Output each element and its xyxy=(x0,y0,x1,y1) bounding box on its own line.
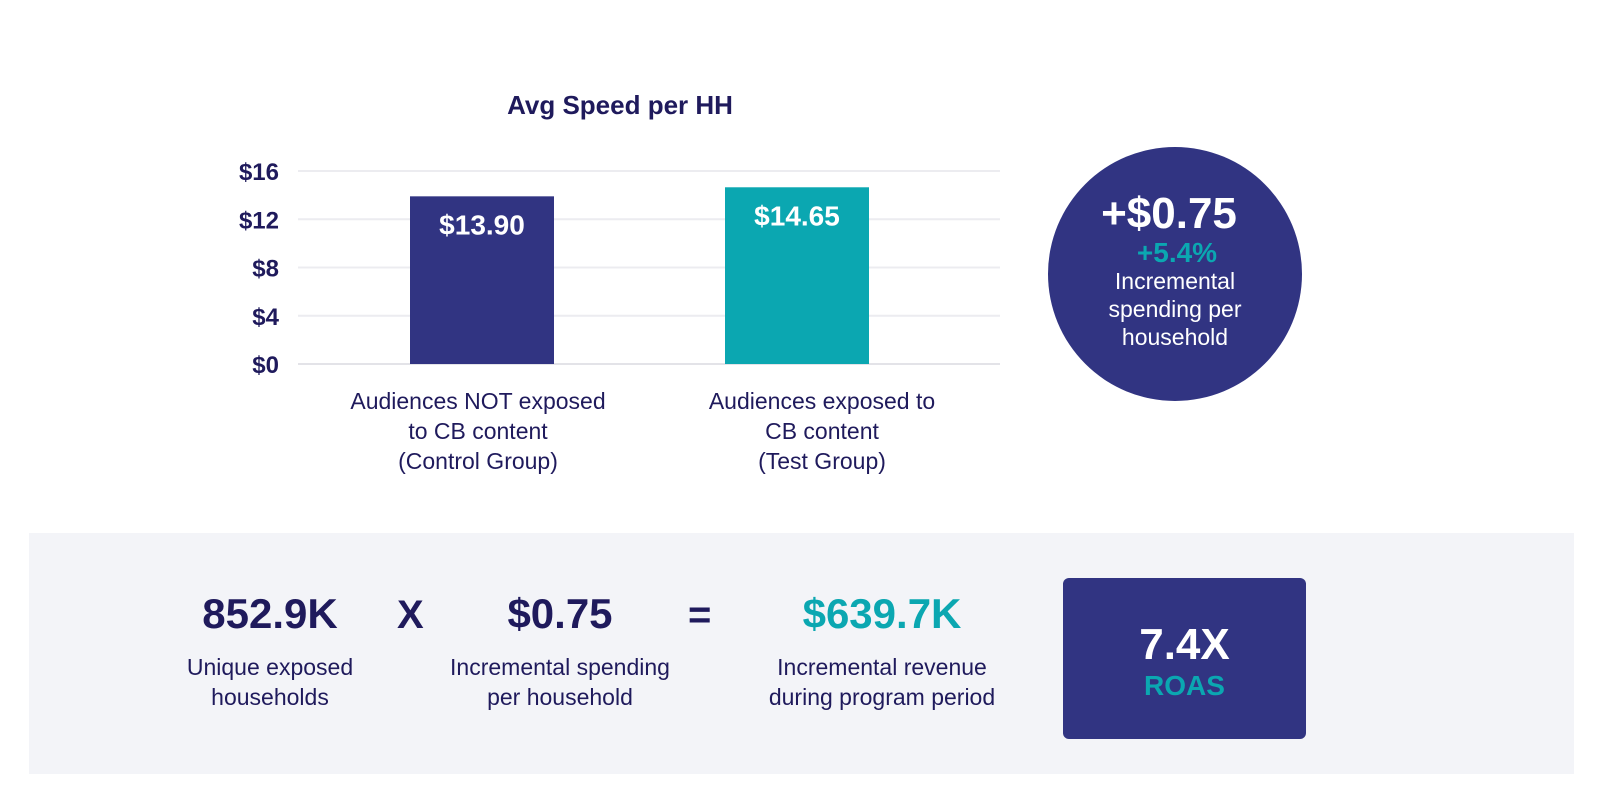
households-label: Unique exposed households xyxy=(186,654,354,710)
bar-data-label: $13.90 xyxy=(439,209,525,240)
bar-chart: $0 $4 $8 $12 $16 $13.90 $14.65 xyxy=(239,159,1000,379)
chart-title: Avg Speed per HH xyxy=(507,90,733,120)
bar xyxy=(725,187,869,364)
revenue-value: $639.7K xyxy=(802,590,962,637)
callout-description: Incremental spending per household xyxy=(1108,268,1242,350)
households-metric: 852.9K Unique exposed households xyxy=(170,590,370,712)
callout-value: +$0.75 xyxy=(1101,189,1237,238)
equals-operator: = xyxy=(688,593,712,637)
y-tick-label: $12 xyxy=(239,207,279,234)
callout-percent: +5.4% xyxy=(1136,237,1218,268)
spend-value: $0.75 xyxy=(507,590,613,637)
revenue-metric: $639.7K Incremental revenue during progr… xyxy=(742,590,1022,712)
spend-label: Incremental spending per household xyxy=(450,654,670,710)
y-tick-label: $4 xyxy=(252,304,279,331)
y-tick-label: $16 xyxy=(239,159,279,186)
spend-metric: $0.75 Incremental spending per household xyxy=(430,590,690,712)
bar-data-label: $14.65 xyxy=(754,200,840,231)
roas-value: 7.4X xyxy=(1139,620,1230,669)
revenue-label: Incremental revenue during program perio… xyxy=(768,654,996,710)
category-label-test: Audiences exposed to CB content (Test Gr… xyxy=(708,388,936,474)
roas-label: ROAS xyxy=(1144,670,1225,701)
multiply-operator: X xyxy=(397,593,424,637)
y-tick-label: $8 xyxy=(252,256,279,283)
roas-box: 7.4X ROAS xyxy=(1063,578,1306,739)
category-label-control: Audiences NOT exposed to CB content (Con… xyxy=(350,388,606,474)
bar xyxy=(410,196,554,364)
incremental-spend-callout: +$0.75 +5.4% Incremental spending per ho… xyxy=(1048,147,1302,401)
summary-panel xyxy=(29,533,1574,774)
y-tick-label: $0 xyxy=(252,352,279,379)
households-value: 852.9K xyxy=(202,590,338,637)
